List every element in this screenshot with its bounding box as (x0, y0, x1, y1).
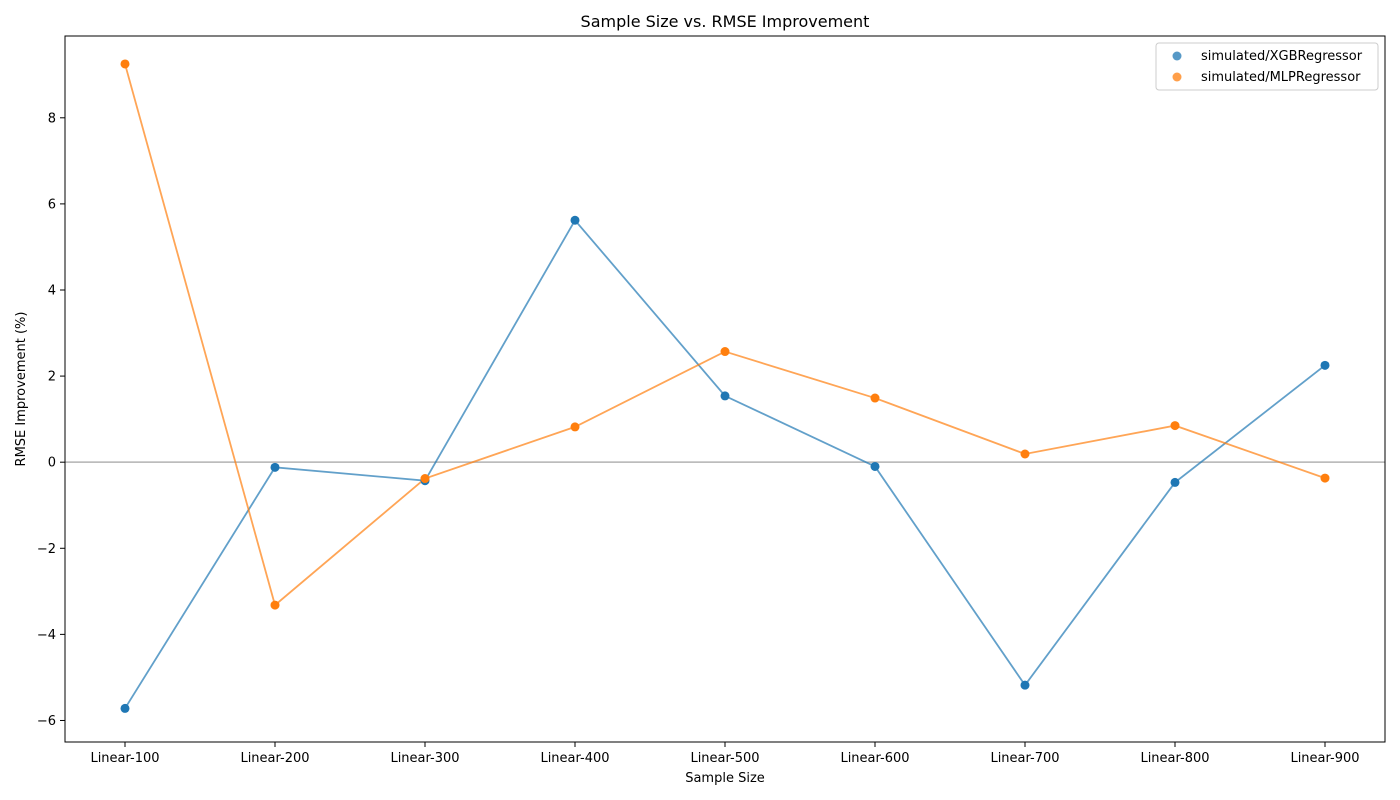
data-point (270, 600, 280, 610)
series-layer (120, 59, 1330, 713)
y-axis: −6 −4 −2 0 2 4 6 8 (37, 111, 65, 729)
data-point (270, 462, 280, 472)
y-tick-label: 2 (48, 370, 56, 385)
x-tick-label: Linear-500 (690, 751, 759, 766)
data-point (570, 215, 580, 225)
x-tick-label: Linear-800 (1140, 751, 1209, 766)
x-axis: Linear-100 Linear-200 Linear-300 Linear-400… (90, 742, 1360, 766)
data-point (720, 347, 730, 357)
y-tick-label: 4 (48, 283, 56, 298)
data-point (1020, 680, 1030, 690)
data-point (870, 461, 880, 471)
data-point (1020, 449, 1030, 459)
x-tick-label: Linear-600 (840, 751, 909, 766)
data-point (1170, 421, 1180, 431)
data-point (1320, 473, 1330, 483)
data-point (720, 391, 730, 401)
y-tick-label: −6 (37, 714, 56, 729)
x-tick-label: Linear-100 (90, 751, 159, 766)
y-axis-title: RMSE Improvement (%) (14, 312, 29, 467)
data-point (1170, 477, 1180, 487)
legend-marker-mlp (1172, 72, 1182, 82)
y-tick-label: −4 (37, 628, 56, 643)
data-point (870, 393, 880, 403)
data-point (120, 59, 130, 69)
legend: simulated/XGBRegressor simulated/MLPRegr… (1155, 42, 1379, 91)
x-tick-label: Linear-700 (990, 751, 1059, 766)
data-point (120, 703, 130, 713)
plot-area (65, 36, 1385, 742)
x-axis-title: Sample Size (685, 771, 765, 786)
x-tick-label: Linear-400 (540, 751, 609, 766)
y-tick-label: −2 (37, 542, 56, 557)
legend-marker-xgb (1172, 51, 1182, 61)
y-tick-label: 8 (48, 111, 56, 126)
data-point (570, 422, 580, 432)
x-tick-label: Linear-900 (1290, 751, 1359, 766)
chart-title: Sample Size vs. RMSE Improvement (581, 12, 870, 31)
x-tick-label: Linear-300 (390, 751, 459, 766)
legend-label-xgb: simulated/XGBRegressor (1201, 49, 1363, 64)
legend-label-mlp: simulated/MLPRegressor (1201, 70, 1361, 85)
y-tick-label: 6 (48, 197, 56, 212)
x-tick-label: Linear-200 (240, 751, 309, 766)
data-point (1320, 360, 1330, 370)
y-tick-label: 0 (48, 456, 56, 471)
legend-box (1155, 42, 1379, 91)
data-point (420, 474, 430, 484)
